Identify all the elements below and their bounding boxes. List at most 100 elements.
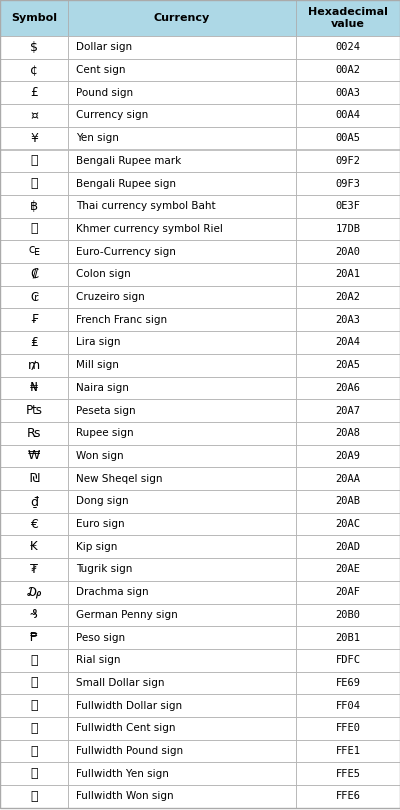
Text: ₢: ₢	[30, 291, 38, 304]
Bar	[68, 694, 296, 717]
Bar	[296, 241, 400, 263]
Bar	[68, 218, 296, 241]
Bar	[296, 513, 400, 535]
Text: ¤: ¤	[30, 109, 38, 122]
Text: German Penny sign: German Penny sign	[76, 610, 178, 620]
Bar	[0, 649, 68, 671]
Bar	[296, 603, 400, 626]
Text: Symbol: Symbol	[11, 13, 57, 23]
Text: Fullwidth Dollar sign: Fullwidth Dollar sign	[76, 701, 182, 710]
Text: Naira sign: Naira sign	[76, 383, 129, 393]
Text: Fullwidth Pound sign: Fullwidth Pound sign	[76, 746, 183, 756]
Bar	[68, 104, 296, 127]
Text: ₠: ₠	[28, 245, 40, 258]
Bar	[296, 740, 400, 762]
Bar	[0, 354, 68, 377]
Bar	[68, 717, 296, 740]
Text: ฿: ฿	[30, 200, 38, 213]
Text: FF04: FF04	[336, 701, 360, 710]
Bar	[296, 286, 400, 309]
Bar	[296, 490, 400, 513]
Text: FDFC: FDFC	[336, 655, 360, 665]
Bar	[296, 694, 400, 717]
Text: FE69: FE69	[336, 678, 360, 688]
Text: Tugrik sign: Tugrik sign	[76, 565, 132, 574]
Bar	[0, 377, 68, 399]
Text: 20AA: 20AA	[336, 474, 360, 484]
Bar	[68, 603, 296, 626]
Bar	[296, 445, 400, 467]
Text: ＄: ＄	[30, 699, 38, 712]
Text: 20B0: 20B0	[336, 610, 360, 620]
Text: ￦: ￦	[30, 790, 38, 803]
Text: €: €	[30, 518, 38, 531]
Text: ﹩: ﹩	[30, 676, 38, 689]
Text: ￥: ￥	[30, 767, 38, 780]
Text: Peseta sign: Peseta sign	[76, 406, 136, 416]
Text: ₯: ₯	[26, 586, 42, 599]
Text: 20A5: 20A5	[336, 360, 360, 370]
Text: 20A6: 20A6	[336, 383, 360, 393]
Text: New Sheqel sign: New Sheqel sign	[76, 474, 162, 484]
Text: Fullwidth Cent sign: Fullwidth Cent sign	[76, 723, 176, 733]
Bar	[0, 490, 68, 513]
Bar	[296, 422, 400, 445]
Text: Rial sign: Rial sign	[76, 655, 120, 665]
Text: Euro sign: Euro sign	[76, 519, 125, 529]
Text: 20A3: 20A3	[336, 315, 360, 325]
Bar	[68, 241, 296, 263]
Text: 20A2: 20A2	[336, 292, 360, 302]
Bar	[0, 127, 68, 150]
Bar	[0, 513, 68, 535]
Text: 09F2: 09F2	[336, 156, 360, 166]
Bar	[296, 354, 400, 377]
Text: Khmer currency symbol Riel: Khmer currency symbol Riel	[76, 224, 223, 234]
Bar	[296, 127, 400, 150]
Text: 20AC: 20AC	[336, 519, 360, 529]
Text: ₧: ₧	[26, 404, 42, 417]
Text: 17DB: 17DB	[336, 224, 360, 234]
Bar	[68, 422, 296, 445]
Text: ￡: ￡	[30, 744, 38, 757]
Bar	[0, 241, 68, 263]
Bar	[68, 377, 296, 399]
Text: 20A8: 20A8	[336, 428, 360, 438]
Bar	[296, 649, 400, 671]
Text: 20AF: 20AF	[336, 587, 360, 597]
Bar	[0, 717, 68, 740]
Bar	[68, 36, 296, 58]
Bar	[296, 717, 400, 740]
Bar	[68, 399, 296, 422]
Bar	[68, 173, 296, 195]
Bar	[296, 626, 400, 649]
Text: ₮: ₮	[30, 563, 38, 576]
Text: 20B1: 20B1	[336, 633, 360, 642]
Bar	[0, 581, 68, 603]
Text: Bengali Rupee mark: Bengali Rupee mark	[76, 156, 181, 166]
Text: Bengali Rupee sign: Bengali Rupee sign	[76, 178, 176, 189]
Text: Lira sign: Lira sign	[76, 338, 120, 347]
Text: Fullwidth Yen sign: Fullwidth Yen sign	[76, 769, 169, 778]
Bar	[0, 104, 68, 127]
Bar	[68, 331, 296, 354]
Bar	[0, 309, 68, 331]
Bar	[296, 36, 400, 58]
Text: Small Dollar sign: Small Dollar sign	[76, 678, 164, 688]
Text: 20A9: 20A9	[336, 451, 360, 461]
Bar	[296, 558, 400, 581]
Bar	[0, 445, 68, 467]
Text: Currency sign: Currency sign	[76, 110, 148, 121]
Bar	[68, 762, 296, 785]
Text: 20AE: 20AE	[336, 565, 360, 574]
Text: 00A3: 00A3	[336, 87, 360, 98]
Bar	[0, 558, 68, 581]
Text: Yen sign: Yen sign	[76, 133, 119, 143]
Text: FFE1: FFE1	[336, 746, 360, 756]
Text: Peso sign: Peso sign	[76, 633, 125, 642]
Text: ₭: ₭	[30, 540, 38, 553]
Text: ₪: ₪	[29, 472, 39, 485]
Bar	[0, 626, 68, 649]
Bar	[0, 218, 68, 241]
Text: 0024: 0024	[336, 42, 360, 53]
Text: ₨: ₨	[27, 427, 41, 440]
